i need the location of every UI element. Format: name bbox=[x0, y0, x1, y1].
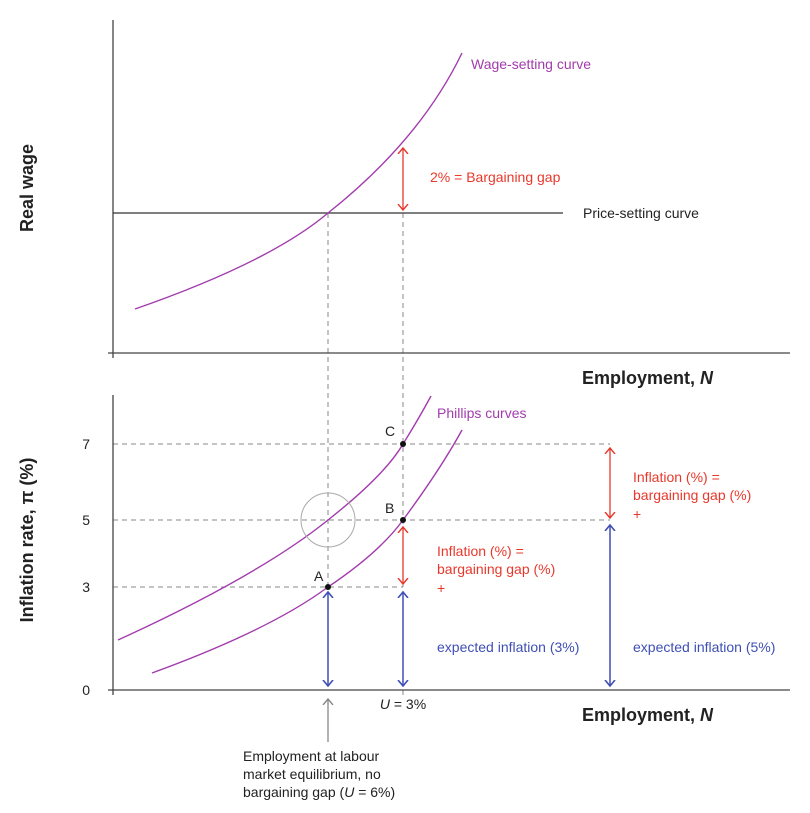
expected-inflation-3-label: expected inflation (3%) bbox=[437, 639, 579, 655]
wage-setting-curve bbox=[134, 52, 463, 310]
gap-label-right-plus: + bbox=[633, 506, 641, 522]
point-c-label: C bbox=[385, 423, 395, 439]
phillips-curves-label: Phillips curves bbox=[437, 405, 526, 421]
y-tick-3: 3 bbox=[82, 579, 90, 595]
equilibrium-circle bbox=[300, 492, 356, 548]
point-b-label: B bbox=[385, 500, 394, 516]
annotation-line1: Employment at labour bbox=[243, 748, 380, 764]
top-y-axis-title: Real wage bbox=[17, 144, 37, 232]
gap-label-b-line2: bargaining gap (%) bbox=[437, 561, 555, 577]
bottom-x-axis-title: Employment, N bbox=[582, 705, 714, 725]
u-3-label: U = 3% bbox=[380, 696, 426, 712]
gap-label-right-line2: bargaining gap (%) bbox=[633, 487, 751, 503]
phillips-curve-upper bbox=[117, 395, 432, 641]
y-tick-0: 0 bbox=[82, 682, 90, 698]
point-c bbox=[400, 441, 406, 447]
bottom-y-axis-title: Inflation rate, π (%) bbox=[17, 458, 37, 623]
point-a-label: A bbox=[314, 568, 324, 584]
y-tick-5: 5 bbox=[82, 512, 90, 528]
gap-label-b-line1: Inflation (%) = bbox=[437, 543, 524, 559]
price-setting-label: Price-setting curve bbox=[583, 205, 699, 221]
annotation-line2: market equilibrium, no bbox=[243, 766, 381, 782]
top-x-axis-title: Employment, N bbox=[582, 368, 714, 388]
annotation-line3: bargaining gap (U = 6%) bbox=[243, 784, 395, 800]
wage-setting-label: Wage-setting curve bbox=[471, 56, 591, 72]
point-a bbox=[325, 584, 331, 590]
gap-label-right-line1: Inflation (%) = bbox=[633, 469, 720, 485]
bargaining-gap-label: 2% = Bargaining gap bbox=[430, 169, 561, 185]
expected-inflation-5-label: expected inflation (5%) bbox=[633, 639, 775, 655]
guide-lines bbox=[113, 213, 610, 698]
phillips-curve-lower bbox=[151, 429, 463, 674]
y-tick-7: 7 bbox=[82, 436, 90, 452]
gap-label-b-plus: + bbox=[437, 580, 445, 596]
point-b bbox=[400, 517, 406, 523]
